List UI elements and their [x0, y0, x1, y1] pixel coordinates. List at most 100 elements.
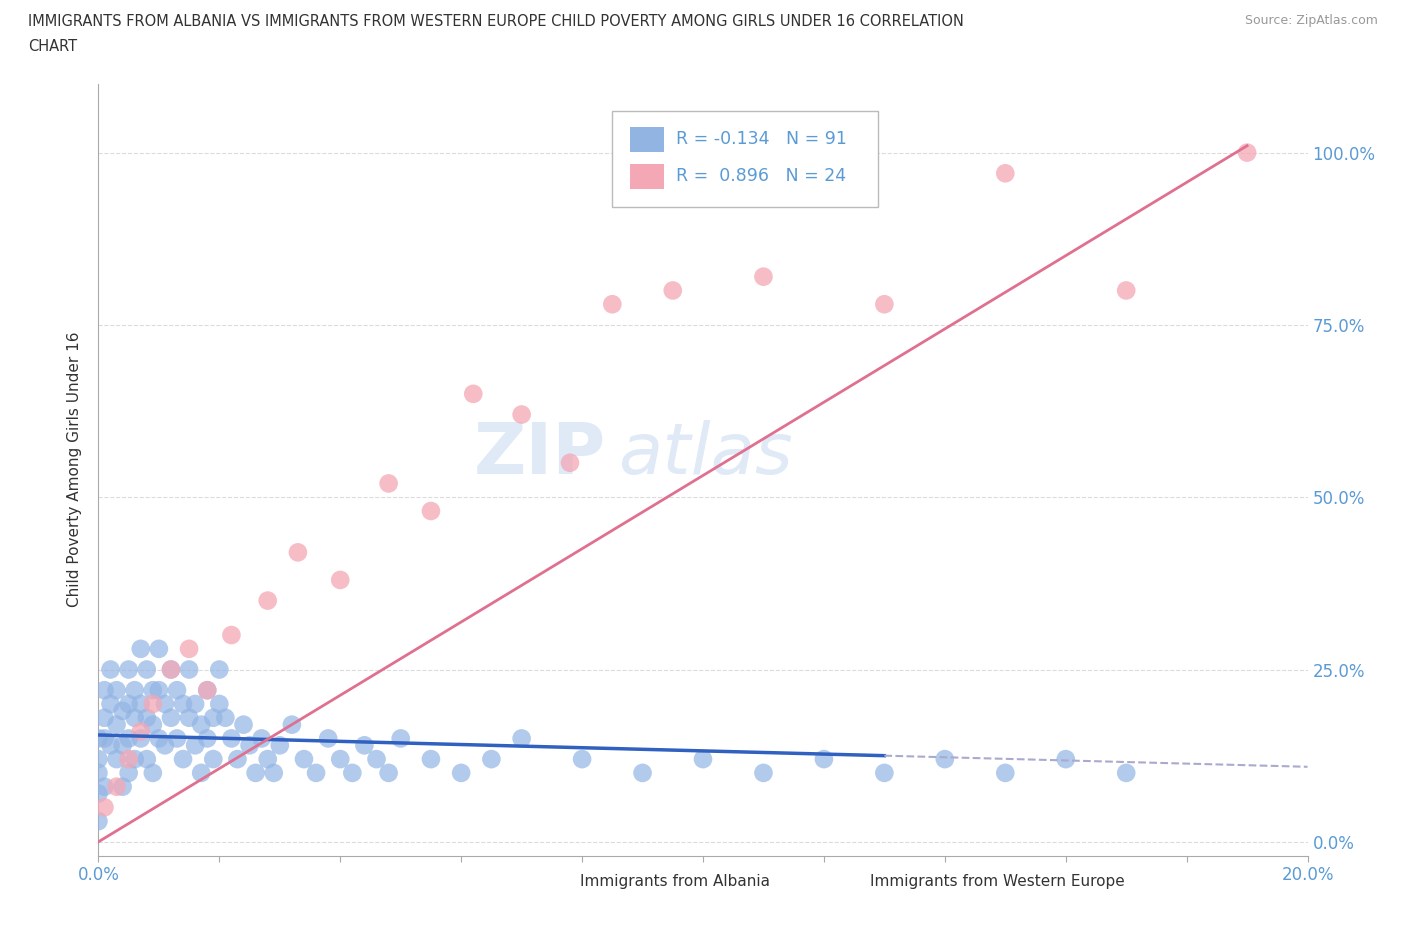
Point: [129, 731, 152, 746]
Text: Immigrants from Albania: Immigrants from Albania: [579, 873, 769, 888]
Point: [1054, 751, 1077, 766]
Point: [105, 717, 128, 732]
Point: [142, 683, 165, 698]
Point: [195, 683, 218, 698]
Point: [160, 662, 183, 677]
Y-axis label: Child Poverty Among Girls Under 16: Child Poverty Among Girls Under 16: [67, 332, 83, 607]
Point: [232, 717, 254, 732]
Point: [1115, 283, 1137, 298]
Point: [135, 711, 157, 725]
Point: [87, 765, 110, 780]
Point: [87, 786, 110, 801]
Point: [111, 779, 134, 794]
Point: [420, 751, 443, 766]
Point: [148, 683, 170, 698]
Point: [129, 697, 152, 711]
Point: [239, 737, 262, 752]
Point: [100, 737, 122, 752]
Point: [190, 717, 212, 732]
Point: [118, 662, 141, 677]
Point: [208, 697, 231, 711]
Point: [93, 731, 115, 746]
Point: [752, 765, 775, 780]
Point: [994, 166, 1017, 180]
Point: [93, 683, 115, 698]
Point: [631, 765, 654, 780]
Point: [250, 731, 273, 746]
Text: atlas: atlas: [619, 419, 793, 488]
Point: [256, 751, 278, 766]
Point: [87, 814, 110, 829]
Text: Immigrants from Western Europe: Immigrants from Western Europe: [870, 873, 1125, 888]
Point: [661, 283, 683, 298]
Point: [124, 751, 146, 766]
Point: [463, 386, 485, 401]
Point: [353, 737, 375, 752]
Point: [93, 800, 115, 815]
Point: [214, 711, 236, 725]
Point: [129, 642, 152, 657]
Point: [142, 765, 165, 780]
Point: [135, 751, 157, 766]
Point: [93, 711, 115, 725]
Point: [142, 697, 165, 711]
Point: [256, 593, 278, 608]
Point: [166, 731, 188, 746]
Point: [153, 697, 176, 711]
Point: [510, 731, 533, 746]
Point: [571, 751, 593, 766]
Point: [172, 751, 194, 766]
Point: [481, 751, 503, 766]
FancyBboxPatch shape: [824, 870, 858, 892]
Point: [111, 737, 134, 752]
Point: [934, 751, 956, 766]
Point: [226, 751, 249, 766]
Point: [87, 731, 110, 746]
Point: [195, 683, 218, 698]
Point: [450, 765, 472, 780]
Point: [118, 751, 141, 766]
Point: [287, 545, 309, 560]
Point: [692, 751, 714, 766]
FancyBboxPatch shape: [630, 126, 664, 152]
Text: IMMIGRANTS FROM ALBANIA VS IMMIGRANTS FROM WESTERN EUROPE CHILD POVERTY AMONG GI: IMMIGRANTS FROM ALBANIA VS IMMIGRANTS FR…: [28, 14, 965, 29]
Point: [510, 407, 533, 422]
FancyBboxPatch shape: [613, 111, 879, 207]
Text: ZIP: ZIP: [474, 419, 606, 488]
Point: [179, 662, 201, 677]
Text: Source: ZipAtlas.com: Source: ZipAtlas.com: [1244, 14, 1378, 27]
Text: CHART: CHART: [28, 39, 77, 54]
Point: [366, 751, 388, 766]
Point: [184, 737, 207, 752]
Point: [377, 476, 399, 491]
Point: [269, 737, 291, 752]
Point: [105, 751, 128, 766]
Point: [202, 711, 225, 725]
Point: [153, 737, 176, 752]
Point: [292, 751, 315, 766]
Point: [389, 731, 412, 746]
Point: [184, 697, 207, 711]
Point: [160, 711, 183, 725]
Point: [281, 717, 304, 732]
Point: [873, 765, 896, 780]
Point: [1115, 765, 1137, 780]
Point: [221, 731, 243, 746]
FancyBboxPatch shape: [630, 164, 664, 189]
FancyBboxPatch shape: [534, 870, 568, 892]
Point: [195, 731, 218, 746]
Point: [118, 731, 141, 746]
Point: [813, 751, 835, 766]
Text: R = -0.134   N = 91: R = -0.134 N = 91: [676, 130, 848, 148]
Point: [124, 683, 146, 698]
Point: [316, 731, 339, 746]
Point: [558, 456, 581, 471]
Point: [100, 662, 122, 677]
Point: [148, 731, 170, 746]
Point: [245, 765, 267, 780]
Point: [202, 751, 225, 766]
Point: [87, 751, 110, 766]
Point: [118, 765, 141, 780]
Point: [179, 711, 201, 725]
Point: [160, 662, 183, 677]
